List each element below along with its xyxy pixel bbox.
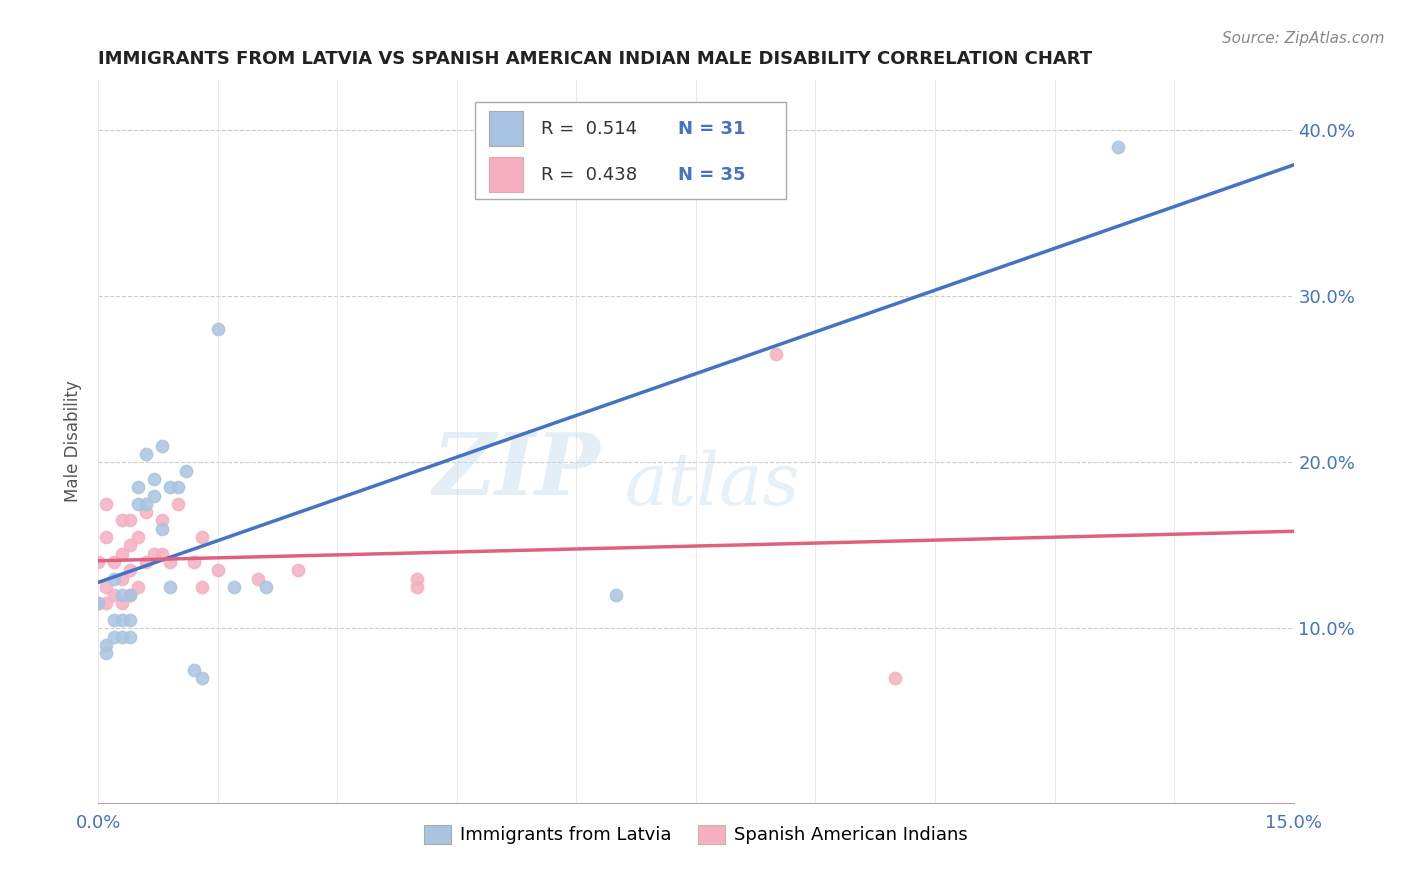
Point [96, 646, 118, 660]
Point [406, 580, 429, 594]
Point [135, 555, 157, 569]
Legend: Immigrants from Latvia, Spanish American Indians: Immigrants from Latvia, Spanish American… [416, 818, 976, 852]
Point [120, 588, 142, 602]
Point [103, 555, 125, 569]
Point [167, 497, 190, 511]
Point [254, 580, 277, 594]
Y-axis label: Male Disability: Male Disability [65, 381, 83, 502]
Point [150, 522, 173, 536]
Text: N = 31: N = 31 [678, 120, 745, 138]
Point [174, 464, 197, 478]
Point [191, 671, 214, 685]
Point [127, 530, 149, 544]
Point [111, 547, 134, 561]
Point [143, 547, 166, 561]
Point [1107, 139, 1129, 153]
Text: R =  0.514: R = 0.514 [541, 120, 637, 138]
Point [96, 638, 118, 652]
Point [159, 580, 181, 594]
Point [96, 597, 118, 611]
Point [207, 563, 229, 577]
Point [103, 613, 125, 627]
Text: ZIP: ZIP [433, 429, 600, 512]
Point [135, 505, 157, 519]
Point [96, 580, 118, 594]
Point [111, 572, 134, 586]
Point [111, 597, 134, 611]
Point [111, 613, 134, 627]
Point [87, 555, 110, 569]
Point [135, 447, 157, 461]
Point [183, 663, 205, 677]
Point [884, 671, 907, 685]
Point [111, 588, 134, 602]
Point [159, 555, 181, 569]
Point [87, 597, 110, 611]
Point [246, 572, 269, 586]
Point [191, 530, 214, 544]
Point [103, 588, 125, 602]
Point [287, 563, 309, 577]
Point [605, 588, 627, 602]
Point [150, 547, 173, 561]
Point [87, 597, 110, 611]
Text: IMMIGRANTS FROM LATVIA VS SPANISH AMERICAN INDIAN MALE DISABILITY CORRELATION CH: IMMIGRANTS FROM LATVIA VS SPANISH AMERIC… [98, 50, 1092, 68]
Point [96, 530, 118, 544]
Point [103, 572, 125, 586]
Point [150, 439, 173, 453]
Point [406, 572, 429, 586]
Point [191, 580, 214, 594]
Point [111, 513, 134, 527]
Bar [489, 112, 523, 146]
Point [143, 472, 166, 486]
Text: Source: ZipAtlas.com: Source: ZipAtlas.com [1222, 31, 1385, 46]
Point [96, 497, 118, 511]
Bar [489, 157, 523, 192]
Point [120, 630, 142, 644]
Point [135, 497, 157, 511]
Point [207, 322, 229, 336]
Point [120, 588, 142, 602]
Point [127, 580, 149, 594]
Point [183, 555, 205, 569]
Point [127, 497, 149, 511]
Point [159, 480, 181, 494]
Point [120, 538, 142, 552]
Point [143, 489, 166, 503]
Text: atlas: atlas [624, 450, 800, 520]
Point [103, 630, 125, 644]
Point [222, 580, 245, 594]
Point [127, 480, 149, 494]
Point [111, 630, 134, 644]
Point [167, 480, 190, 494]
Point [120, 613, 142, 627]
Point [120, 563, 142, 577]
Point [120, 513, 142, 527]
Text: R =  0.438: R = 0.438 [541, 166, 637, 184]
Point [150, 513, 173, 527]
Text: N = 35: N = 35 [678, 166, 745, 184]
FancyBboxPatch shape [475, 102, 786, 200]
Point [765, 347, 787, 361]
